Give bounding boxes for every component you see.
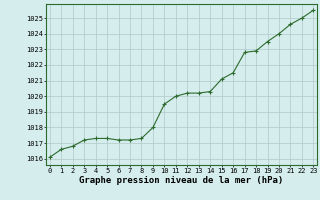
X-axis label: Graphe pression niveau de la mer (hPa): Graphe pression niveau de la mer (hPa): [79, 176, 284, 185]
